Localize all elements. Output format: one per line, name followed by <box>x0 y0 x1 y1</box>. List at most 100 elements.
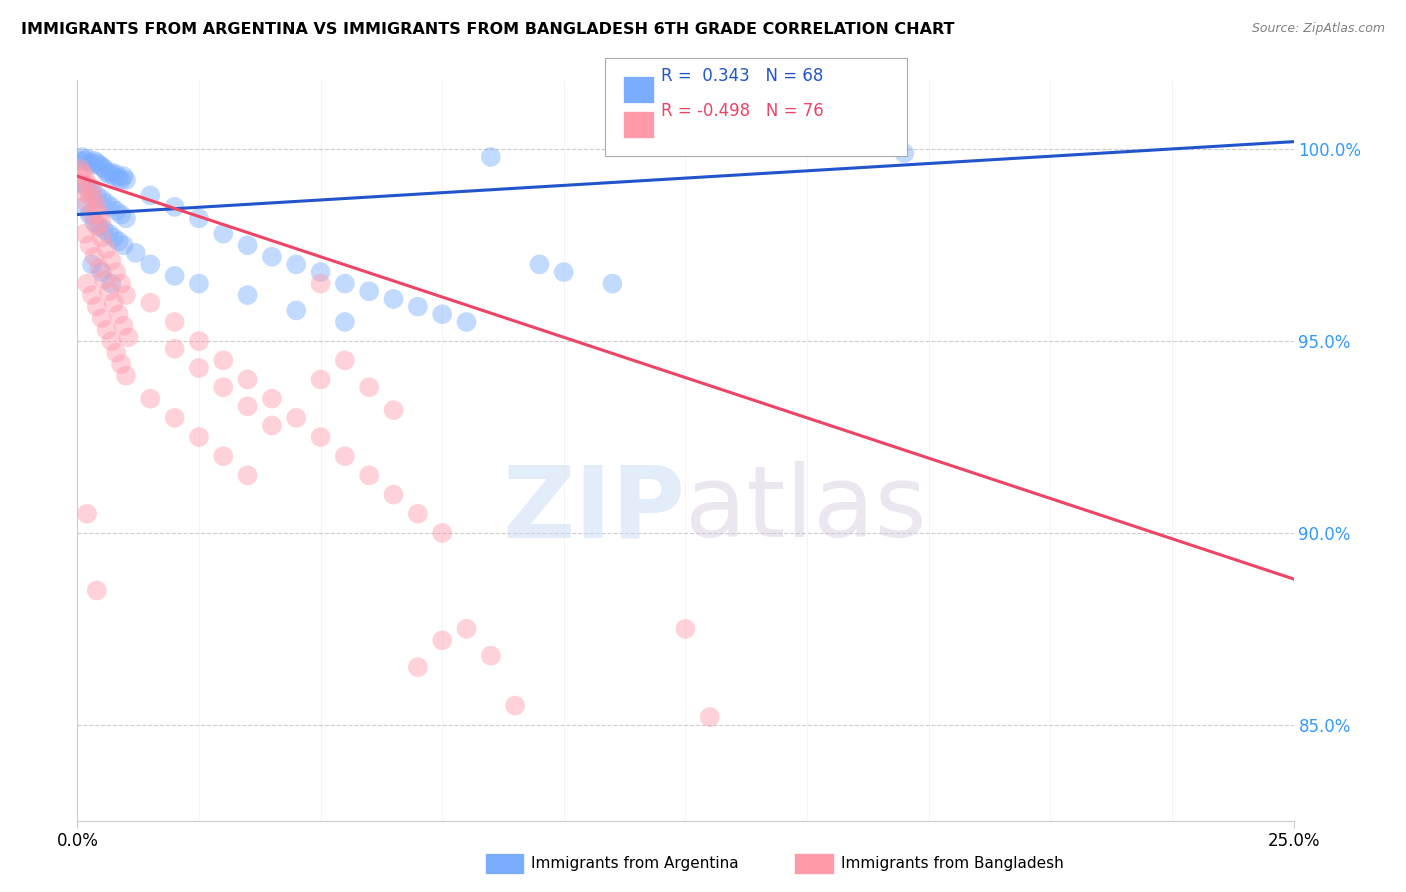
Point <box>260 392 283 406</box>
Point <box>163 342 186 356</box>
Point <box>479 648 502 663</box>
Point <box>382 292 405 306</box>
Point <box>90 215 112 229</box>
Point <box>103 230 125 244</box>
Point <box>105 265 128 279</box>
Point <box>188 361 211 376</box>
Point <box>76 180 98 194</box>
Point <box>80 257 103 271</box>
Point <box>359 380 381 394</box>
Point <box>86 583 108 598</box>
Point <box>382 487 405 501</box>
Point <box>236 238 259 252</box>
Point <box>112 238 135 252</box>
Point <box>188 334 211 348</box>
Point <box>139 392 162 406</box>
Point <box>285 410 308 425</box>
Point <box>406 300 429 314</box>
Point <box>893 146 915 161</box>
Point <box>76 507 98 521</box>
Point <box>83 153 105 168</box>
Point <box>430 633 453 648</box>
Point <box>69 161 91 176</box>
Point <box>602 277 624 291</box>
Point <box>110 357 132 371</box>
Point <box>93 161 115 176</box>
Point <box>90 192 112 206</box>
Point <box>73 227 96 241</box>
Point <box>73 169 96 184</box>
Point <box>97 285 120 299</box>
Point <box>86 200 108 214</box>
Point <box>212 353 235 368</box>
Text: atlas: atlas <box>686 461 927 558</box>
Point <box>69 153 91 168</box>
Text: ZIP: ZIP <box>502 461 686 558</box>
Point <box>80 208 103 222</box>
Text: R =  0.343   N = 68: R = 0.343 N = 68 <box>661 67 823 85</box>
Point <box>110 277 132 291</box>
Point <box>79 238 101 252</box>
Point <box>86 155 108 169</box>
Point <box>107 235 129 249</box>
Point <box>79 155 101 169</box>
Point <box>115 368 138 383</box>
Text: Immigrants from Argentina: Immigrants from Argentina <box>531 856 740 871</box>
Point <box>80 158 103 172</box>
Point <box>163 200 186 214</box>
Point <box>100 200 122 214</box>
Point <box>103 169 125 184</box>
Point <box>112 318 135 333</box>
Point <box>285 303 308 318</box>
Point <box>70 150 93 164</box>
Point <box>359 468 381 483</box>
Point <box>89 219 111 233</box>
Point <box>236 372 259 386</box>
Point <box>260 418 283 433</box>
Point <box>406 660 429 674</box>
Point <box>80 180 103 194</box>
Point <box>83 215 105 229</box>
Point <box>529 257 551 271</box>
Point <box>188 211 211 226</box>
Point <box>236 400 259 414</box>
Point <box>103 295 125 310</box>
Point <box>139 257 162 271</box>
Point <box>100 253 122 268</box>
Point <box>456 315 478 329</box>
Point <box>97 167 120 181</box>
Point <box>90 265 112 279</box>
Point <box>100 277 122 291</box>
Point <box>430 307 453 321</box>
Point <box>70 177 93 191</box>
Point <box>100 165 122 179</box>
Point <box>70 185 93 199</box>
Point <box>100 334 122 348</box>
Point <box>309 277 332 291</box>
Point <box>70 165 93 179</box>
Point <box>107 307 129 321</box>
Point <box>93 223 115 237</box>
Point <box>260 250 283 264</box>
Point <box>89 158 111 172</box>
Point <box>212 449 235 463</box>
Point <box>96 196 118 211</box>
Point <box>105 345 128 359</box>
Point <box>96 323 118 337</box>
Point <box>105 167 128 181</box>
Point <box>93 273 115 287</box>
Point <box>73 200 96 214</box>
Text: IMMIGRANTS FROM ARGENTINA VS IMMIGRANTS FROM BANGLADESH 6TH GRADE CORRELATION CH: IMMIGRANTS FROM ARGENTINA VS IMMIGRANTS … <box>21 22 955 37</box>
Point <box>430 525 453 540</box>
Point <box>76 152 98 166</box>
Point <box>90 311 112 326</box>
Point <box>83 250 105 264</box>
Point <box>79 208 101 222</box>
Point <box>90 230 112 244</box>
Point <box>163 410 186 425</box>
Point <box>96 165 118 179</box>
Text: R = -0.498   N = 76: R = -0.498 N = 76 <box>661 103 824 120</box>
Point <box>553 265 575 279</box>
Point <box>406 507 429 521</box>
Point <box>115 288 138 302</box>
